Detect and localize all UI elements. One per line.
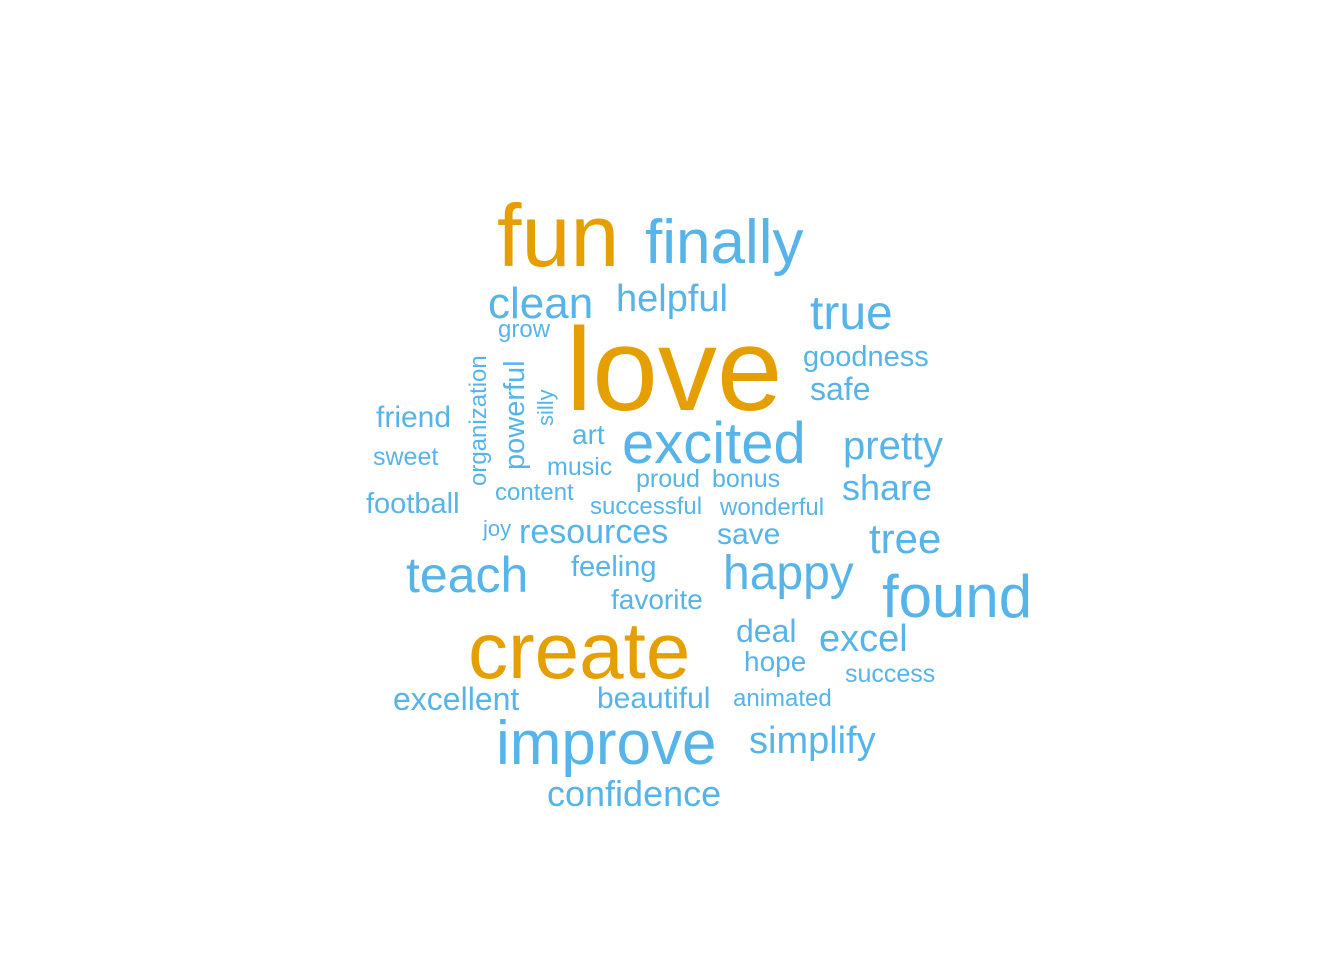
word-feeling: feeling [571,551,656,583]
word-football: football [366,488,460,520]
word-successful: successful [590,493,702,520]
word-clean: clean [488,279,593,328]
word-simplify: simplify [749,720,876,762]
word-improve: improve [496,709,717,778]
word-goodness: goodness [803,341,929,373]
word-beautiful: beautiful [597,682,710,715]
word-teach: teach [406,547,528,603]
word-hope: hope [744,646,806,677]
word-fun: fun [497,186,619,285]
word-excellent: excellent [393,681,519,717]
word-true: true [810,287,893,340]
word-save: save [717,518,780,551]
word-create: create [468,606,690,695]
word-helpful: helpful [616,278,728,320]
word-confidence: confidence [547,773,721,814]
word-share: share [842,467,932,508]
word-art: art [572,419,605,450]
word-excel: excel [819,618,908,660]
word-music: music [547,453,612,481]
word-proud: proud [636,465,700,493]
word-bonus: bonus [712,465,780,493]
word-content: content [495,479,574,506]
word-friend: friend [376,401,451,434]
word-powerful: powerful [499,360,531,470]
word-sweet: sweet [373,443,438,471]
word-joy: joy [482,516,511,541]
word-tree: tree [869,515,941,562]
word-organization: organization [465,355,492,486]
word-deal: deal [736,613,797,649]
word-wonderful: wonderful [719,494,824,521]
word-silly: silly [533,389,558,426]
word-favorite: favorite [611,584,703,615]
word-found: found [882,563,1032,630]
word-love: love [566,304,782,436]
word-finally: finally [645,208,804,277]
word-success: success [845,660,935,688]
word-grow: grow [498,316,551,343]
word-animated: animated [733,685,832,712]
word-excited: excited [622,411,806,476]
word-pretty: pretty [843,424,943,468]
word-happy: happy [723,547,854,600]
word-resources: resources [519,513,668,551]
word-safe: safe [810,371,870,407]
